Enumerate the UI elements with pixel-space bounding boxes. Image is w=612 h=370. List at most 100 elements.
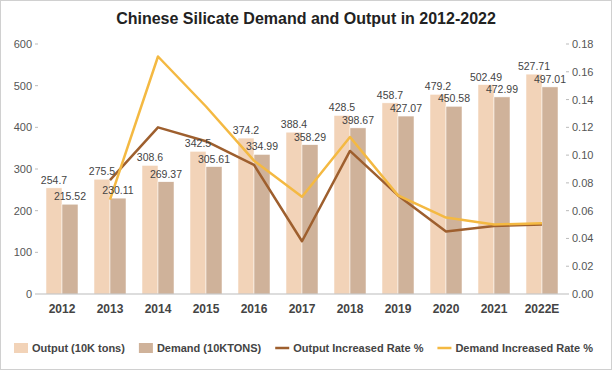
tick-mark [35,294,38,295]
tick-mark [566,266,569,267]
legend-label: Output (10K tons) [32,342,125,354]
tick-mark [35,85,38,86]
y2-tick-label: 0.06 [572,205,593,217]
tick-mark [566,44,569,45]
data-label: 275.5 [89,165,115,177]
tick-mark [35,210,38,211]
tick-mark [566,210,569,211]
chart-frame [1,1,612,370]
tick-mark [566,99,569,100]
tick-mark [566,238,569,239]
data-label: 388.4 [281,118,307,130]
data-label: 479.2 [425,80,451,92]
data-label: 342.5 [185,137,211,149]
bar [206,167,222,294]
data-label: 269.37 [150,168,182,180]
data-label: 458.7 [377,89,403,101]
x-tick-label: 2014 [145,302,172,316]
legend-label: Output Increased Rate % [293,342,423,354]
legend-label: Demand (10KTONS) [157,342,262,354]
title: Chinese Silicate Demand and Output in 20… [116,10,496,27]
data-label: 334.99 [246,140,278,152]
bar [526,74,542,294]
legend-swatch [437,347,451,350]
bar [302,145,318,294]
data-label: 358.29 [294,131,326,143]
chart: Chinese Silicate Demand and Output in 20… [0,0,612,370]
tick-mark [566,182,569,183]
data-label: 230.11 [102,184,133,196]
x-tick-label: 2022E [525,302,560,316]
bar [446,106,462,294]
legend-swatch [275,347,289,350]
x-tick-label: 2019 [385,302,412,316]
bar [334,115,350,294]
legend-label: Demand Increased Rate % [455,342,593,354]
data-labels: 254.7 275.5 308.6 342.5 374.2 388.4 428.5 458.7… [41,60,566,202]
bar [382,103,398,294]
y2-tick-label: 0.02 [572,260,593,272]
x-tick-label: 2018 [337,302,364,316]
bar [46,188,62,294]
plot-marks [46,57,558,295]
bar [94,179,110,294]
data-label: 502.49 [470,71,502,83]
x-tick-label: 2016 [241,302,268,316]
bar [142,165,158,294]
bar [190,151,206,294]
bar [494,97,510,294]
legend: Output (10K tons) Demand (10KTONS) Output … [14,342,593,354]
legend-swatch [14,343,28,353]
bar [430,94,446,294]
tick-mark [566,155,569,156]
data-label: 254.7 [41,174,67,186]
y-tick-label: 500 [14,80,32,92]
x-tick-label: 2015 [193,302,220,316]
bar [542,87,558,294]
bar [286,132,302,294]
data-label: 308.6 [137,151,163,163]
data-label: 427.07 [390,102,422,114]
y2-tick-label: 0.16 [572,66,593,78]
y-tick-label: 0 [26,288,32,300]
x-tick-label: 2012 [49,302,76,316]
y2-tick-label: 0.10 [572,149,593,161]
bar [158,182,174,294]
tick-mark [35,252,38,253]
y2-tick-label: 0.14 [572,94,593,106]
x-tick-label: 2021 [481,302,508,316]
tick-mark [35,127,38,128]
data-label: 450.58 [438,92,470,104]
bar [62,204,78,294]
y-tick-label: 600 [14,38,32,50]
y-tick-label: 300 [14,163,32,175]
line [110,127,542,241]
data-label: 305.61 [198,153,230,165]
data-label: 374.2 [233,124,259,136]
y2-tick-label: 0.04 [572,232,593,244]
line [110,57,542,225]
data-label: 497.01 [534,73,566,85]
data-label: 527.71 [518,60,550,72]
data-label: 398.67 [342,114,374,126]
data-label: 428.5 [329,101,355,113]
y2-tick-label: 0.08 [572,177,593,189]
data-label: 215.52 [54,190,86,202]
x-tick-label: 2013 [97,302,124,316]
y2-tick-label: 0.18 [572,38,593,50]
y2-tick-label: 0.12 [572,121,593,133]
y-tick-label: 400 [14,121,32,133]
y-tick-label: 200 [14,205,32,217]
tick-mark [566,294,569,295]
tick-mark [35,44,38,45]
tick-mark [566,127,569,128]
x-axis [38,294,566,295]
y-tick-label: 100 [14,246,32,258]
x-tick-label: 2020 [433,302,460,316]
tick-mark [566,71,569,72]
bar [110,198,126,294]
y2-tick-label: 0.00 [572,288,593,300]
data-label: 472.99 [486,83,518,95]
x-tick-label: 2017 [289,302,316,316]
bar [478,85,494,294]
